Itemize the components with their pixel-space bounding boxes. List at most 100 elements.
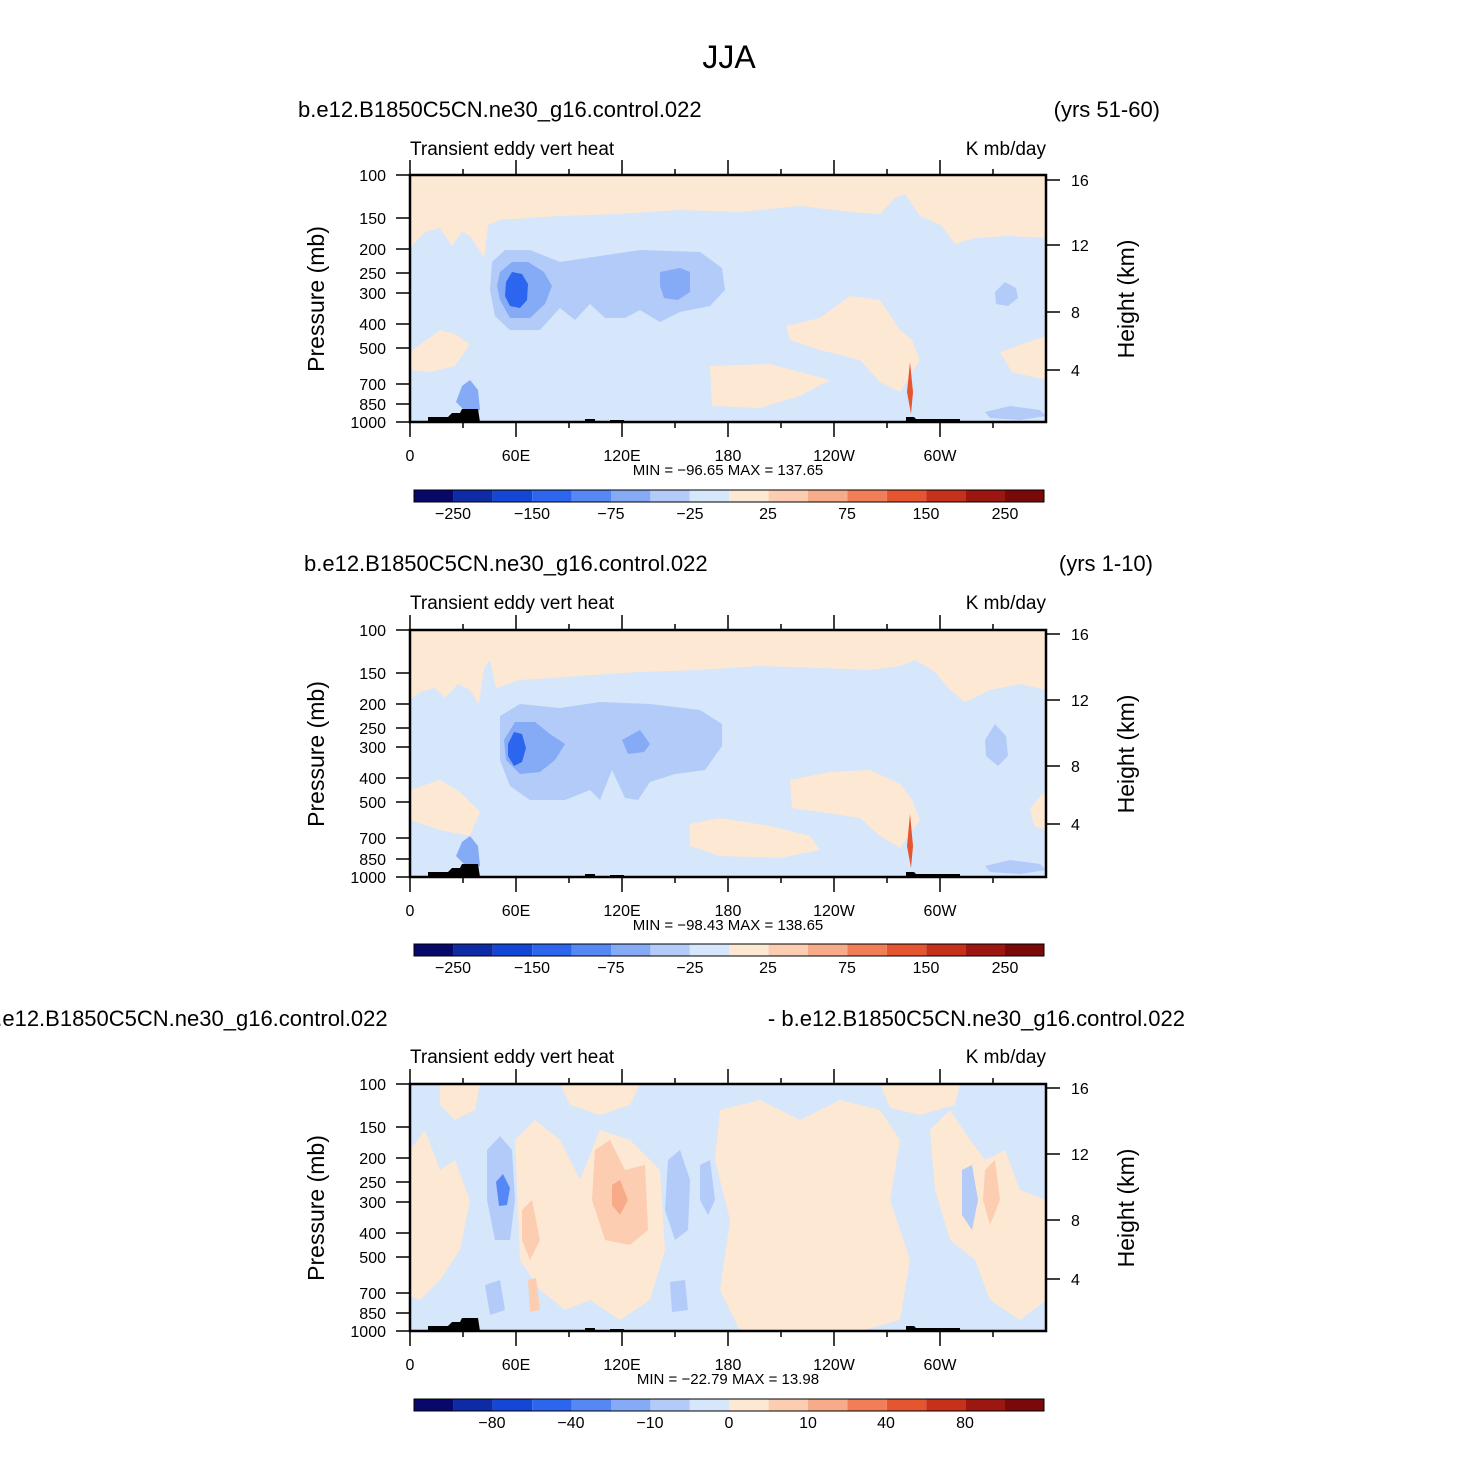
y-tick-label: 400 xyxy=(359,1226,386,1243)
colorbar-swatch xyxy=(965,490,1005,502)
panel-1-x-tick-labels: 0 60E 120E 180 120W 60W xyxy=(406,448,958,465)
panel-1-lowlevel-positive-d xyxy=(410,330,470,372)
panel-2-upper-trough-max xyxy=(508,732,526,766)
panel-1-subtitle-left: Transient eddy vert heat xyxy=(410,139,615,160)
panel-2-subtitle-right: K mb/day xyxy=(966,593,1047,614)
y2-tick-label: 16 xyxy=(1071,173,1089,190)
colorbar-frame xyxy=(413,1398,1045,1412)
x-tick-label: 60E xyxy=(502,903,530,920)
panel-2-y-tick-labels: 100 150 200 250 300 400 500 700 850 1000 xyxy=(350,623,386,887)
x-tick-label: 120E xyxy=(603,1357,640,1374)
panel-2-lowlevel-positive-c xyxy=(1030,790,1046,830)
colorbar-label: 250 xyxy=(992,960,1019,977)
panel-2-contour-field xyxy=(410,630,1046,877)
x-tick-label: 60E xyxy=(502,448,530,465)
colorbar-swatch xyxy=(768,490,808,502)
panel-2-x-axis xyxy=(409,615,994,892)
panel-1-east-pocket xyxy=(995,282,1018,306)
colorbar-label: 75 xyxy=(838,960,856,977)
colorbar-swatch xyxy=(689,490,730,502)
panel-2-surface-negative xyxy=(985,860,1046,874)
colorbar-label: 0 xyxy=(725,1415,734,1432)
colorbar-label: −25 xyxy=(676,960,703,977)
panel-2-title-left: b.e12.B1850C5CN.ne30_g16.control.022 xyxy=(304,551,708,576)
y-tick-label: 1000 xyxy=(350,415,386,432)
panel-3-x-axis xyxy=(409,1069,994,1346)
panel-2-colorbar-labels: −250 −150 −75 −25 25 75 150 250 xyxy=(435,960,1018,977)
panel-3-y2-axis-label: Height (km) xyxy=(1113,1149,1139,1268)
panel-1-title-right: (yrs 51-60) xyxy=(1054,97,1160,122)
panel-1-colorbar-labels: −250 −150 −75 −25 25 75 150 250 xyxy=(435,506,1018,523)
panel-3-positive-top xyxy=(440,1084,960,1120)
y-tick-label: 150 xyxy=(359,1120,386,1137)
panel-3-title-left: b.e12.B1850C5CN.ne30_g16.control.022 xyxy=(0,1006,388,1031)
panel-2-stats: MIN = −98.43 MAX = 138.65 xyxy=(633,917,824,934)
colorbar-swatch xyxy=(571,1399,611,1411)
panel-3-stats: MIN = −22.79 MAX = 13.98 xyxy=(637,1371,819,1388)
y-tick-label: 100 xyxy=(359,1077,386,1094)
colorbar-swatch xyxy=(492,1399,533,1411)
panel-1-title-left: b.e12.B1850C5CN.ne30_g16.control.022 xyxy=(298,97,702,122)
y-tick-label: 200 xyxy=(359,242,386,259)
colorbar-label: 150 xyxy=(913,506,940,523)
colorbar-label: −150 xyxy=(514,960,550,977)
colorbar-swatch xyxy=(414,944,454,956)
colorbar-swatch xyxy=(926,944,966,956)
colorbar-swatch xyxy=(768,1399,808,1411)
panel-2-x-tick-labels: 0 60E 120E 180 120W 60W xyxy=(406,903,958,920)
y-tick-label: 300 xyxy=(359,740,386,757)
panel-1-y-axis-label: Pressure (mb) xyxy=(303,226,329,372)
panel-2: b.e12.B1850C5CN.ne30_g16.control.022 (yr… xyxy=(303,551,1153,977)
panel-3-colorbar xyxy=(413,1398,1045,1412)
panel-2-lowlevel-positive-d xyxy=(410,780,480,836)
y-tick-label: 850 xyxy=(359,1306,386,1323)
y2-tick-label: 16 xyxy=(1071,627,1089,644)
colorbar-label: 25 xyxy=(759,960,777,977)
panel-1-y-axis xyxy=(396,174,1060,423)
panel-1-contour-field xyxy=(410,175,1046,422)
y-tick-label: 200 xyxy=(359,697,386,714)
colorbar-swatch xyxy=(1005,944,1044,956)
x-tick-label: 120W xyxy=(813,1357,856,1374)
y-tick-label: 300 xyxy=(359,286,386,303)
panel-3-positive-band-a xyxy=(410,1130,470,1300)
colorbar-label: 75 xyxy=(838,506,856,523)
x-tick-label: 120W xyxy=(813,448,856,465)
colorbar-swatch xyxy=(886,1399,927,1411)
panel-3-negative-core xyxy=(496,1174,510,1206)
x-tick-label: 180 xyxy=(715,903,742,920)
panel-2-spike-positive xyxy=(907,814,913,868)
panel-1-y2-axis-label: Height (km) xyxy=(1113,240,1139,359)
y-tick-label: 100 xyxy=(359,623,386,640)
colorbar-label: −250 xyxy=(435,960,471,977)
panel-2-subtitle-left: Transient eddy vert heat xyxy=(410,593,615,614)
panel-2-y-axis xyxy=(396,629,1060,878)
colorbar-label: −10 xyxy=(636,1415,663,1432)
y-tick-label: 500 xyxy=(359,795,386,812)
x-tick-label: 0 xyxy=(406,903,415,920)
x-tick-label: 60E xyxy=(502,1357,530,1374)
y-tick-label: 400 xyxy=(359,317,386,334)
panel-2-lowlevel-negative xyxy=(456,836,480,868)
panel-3-y-tick-labels: 100 150 200 250 300 400 500 700 850 1000 xyxy=(350,1077,386,1341)
panel-1-lowlevel-positive-a xyxy=(710,364,830,408)
colorbar-swatch xyxy=(571,490,611,502)
panel-3-salmon-c xyxy=(612,1180,628,1215)
colorbar-swatch xyxy=(532,490,572,502)
colorbar-swatch xyxy=(1005,490,1044,502)
colorbar-label: 150 xyxy=(913,960,940,977)
colorbar-swatch xyxy=(650,1399,690,1411)
panel-2-upper-trough-east xyxy=(622,730,650,754)
colorbar-swatch xyxy=(1005,1399,1044,1411)
panel-2-stratosphere-positive xyxy=(410,630,1046,704)
x-tick-label: 180 xyxy=(715,1357,742,1374)
panel-3-negative-b xyxy=(665,1150,715,1240)
panel-3-contour-field xyxy=(410,1084,1046,1331)
panel-3-title-right: - b.e12.B1850C5CN.ne30_g16.control.022 xyxy=(768,1006,1185,1031)
x-tick-label: 0 xyxy=(406,1357,415,1374)
y-tick-label: 150 xyxy=(359,211,386,228)
panel-1-stratosphere-positive xyxy=(410,175,1046,258)
page-title: JJA xyxy=(702,39,756,75)
panel-1-colorbar xyxy=(413,489,1045,503)
colorbar-swatch xyxy=(492,944,533,956)
